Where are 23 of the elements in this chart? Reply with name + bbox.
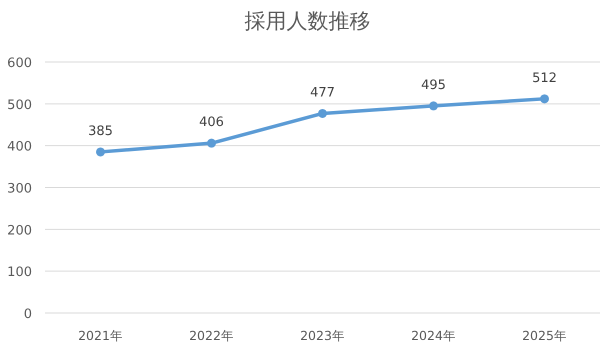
y-tick-label: 100 [7, 265, 32, 280]
data-label: 512 [532, 70, 557, 86]
point [540, 94, 549, 104]
point [96, 147, 105, 156]
y-tick-label: 600 [7, 56, 32, 71]
x-tick-label: 2021年 [78, 328, 123, 343]
y-tick-label: 0 [24, 307, 32, 322]
y-tick-label: 300 [7, 182, 32, 196]
x-tick-label: 2022年 [189, 328, 234, 343]
x-tick-label: 2025年 [522, 328, 567, 343]
x-tick-label: 2023年 [300, 328, 345, 343]
data-label: 385 [88, 124, 113, 139]
chart-title: 採用人数推移 [244, 9, 370, 33]
data-label: 477 [310, 85, 335, 100]
y-tick-label: 500 [7, 98, 32, 113]
point [207, 138, 216, 148]
point [318, 108, 327, 118]
y-tick-label: 400 [7, 140, 32, 155]
data-label: 495 [421, 78, 446, 93]
x-tick-label: 2024年 [411, 328, 456, 343]
y-tick-label: 200 [7, 223, 32, 238]
point [429, 101, 438, 110]
data-label: 406 [199, 115, 224, 130]
